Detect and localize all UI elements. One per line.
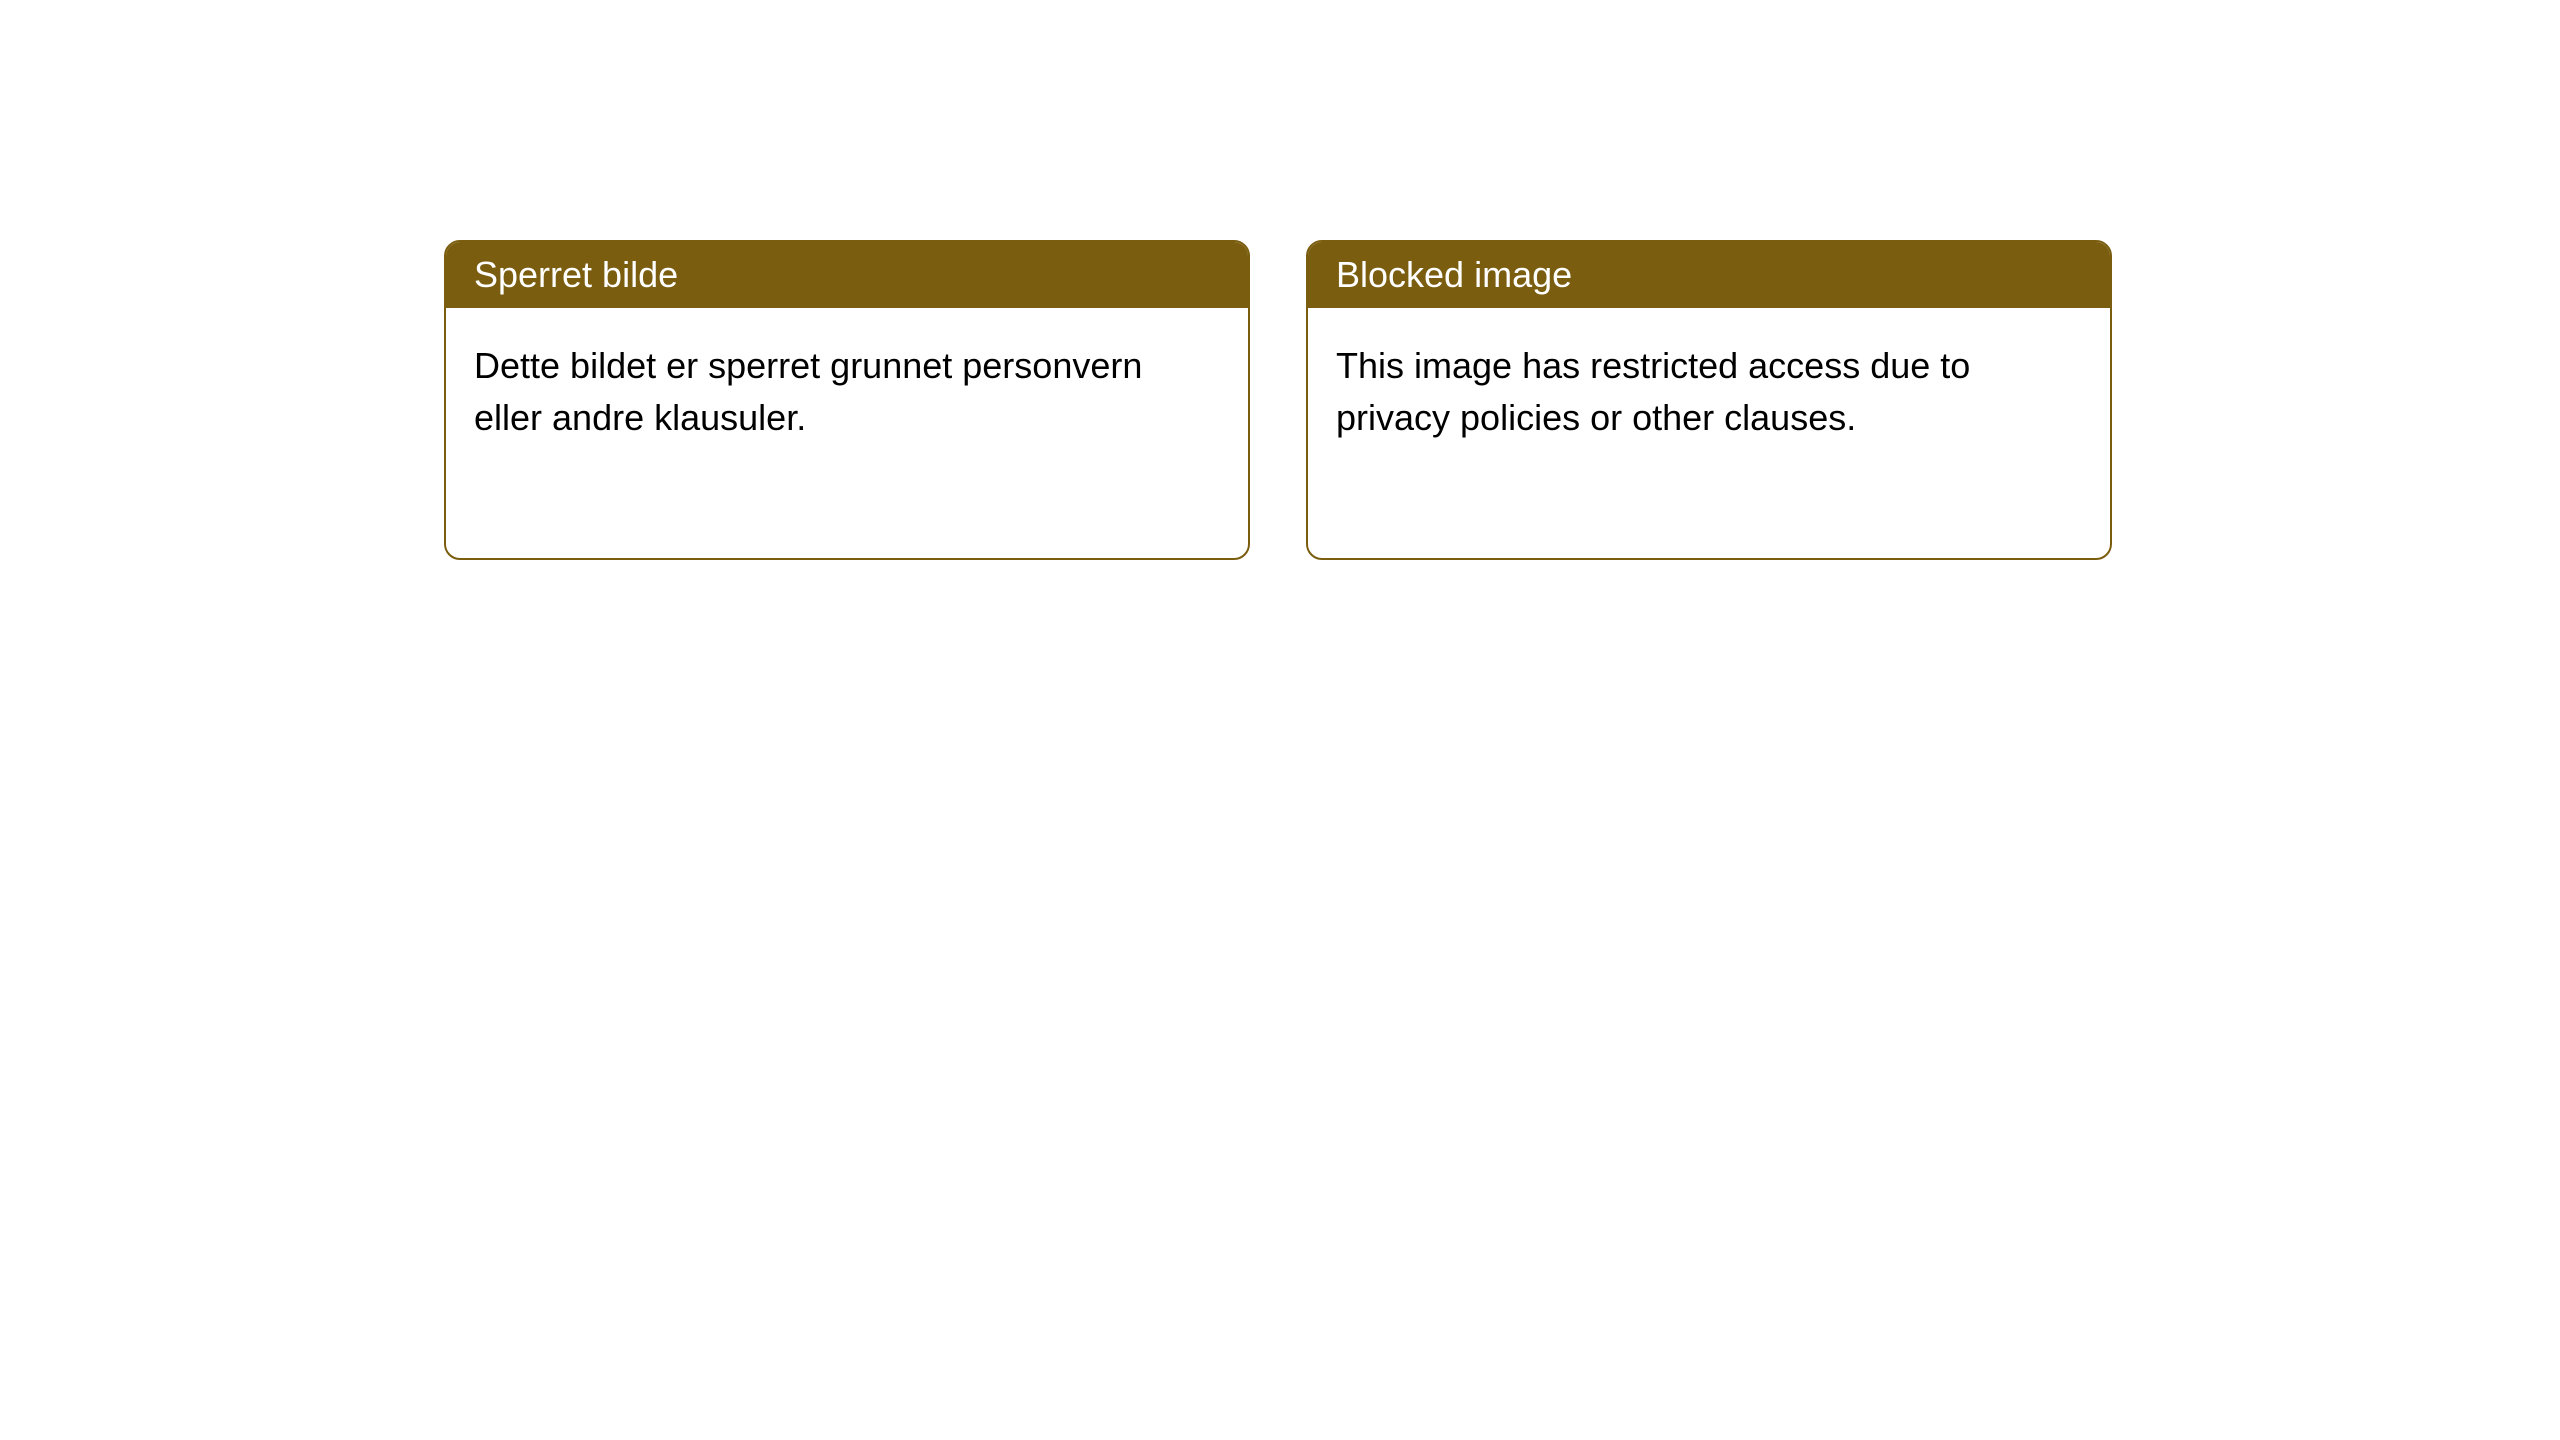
card-body-text-no: Dette bildet er sperret grunnet personve… — [474, 345, 1142, 438]
card-body-text-en: This image has restricted access due to … — [1336, 345, 1970, 438]
blocked-image-card-en: Blocked image This image has restricted … — [1306, 240, 2112, 560]
card-header-no: Sperret bilde — [446, 242, 1248, 308]
card-body-no: Dette bildet er sperret grunnet personve… — [446, 308, 1248, 558]
card-body-en: This image has restricted access due to … — [1308, 308, 2110, 558]
card-title-no: Sperret bilde — [474, 254, 678, 295]
card-title-en: Blocked image — [1336, 254, 1572, 295]
card-header-en: Blocked image — [1308, 242, 2110, 308]
cards-container: Sperret bilde Dette bildet er sperret gr… — [444, 240, 2112, 560]
blocked-image-card-no: Sperret bilde Dette bildet er sperret gr… — [444, 240, 1250, 560]
